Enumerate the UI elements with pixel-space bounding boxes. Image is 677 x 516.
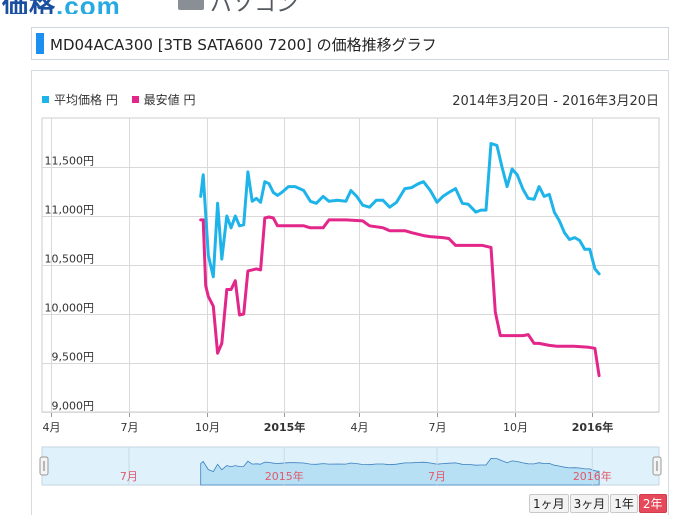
y-tick-label: 10,000円 [45, 302, 95, 315]
y-tick-label: 9,000円 [52, 400, 95, 413]
date-range-label: 2014年3月20日 - 2016年3月20日 [452, 94, 659, 109]
period-button-2[interactable]: 1年 [610, 494, 638, 513]
navigator-label: 7月 [428, 470, 446, 483]
page-title: MD04ACA300 [3TB SATA600 7200] の価格推移グラフ [50, 36, 437, 54]
x-tick-label: 10月 [503, 421, 528, 434]
period-button-1[interactable]: 3ヶ月 [569, 494, 610, 513]
y-tick-label: 11,500円 [45, 155, 95, 168]
price-chart-panel: 4月 7月 10月 2015年 4月 7月 10月 2016年 9,000円 9,500円 10,0… [31, 70, 669, 515]
period-button-0[interactable]: 1ヶ月 [529, 494, 569, 513]
legend-item-avg[interactable]: 平均価格 円 [42, 91, 118, 108]
price-chart: 4月 7月 10月 2015年 4月 7月 10月 2016年 9,000円 9,500円 10,0… [39, 117, 662, 486]
y-tick-label: 9,500円 [52, 351, 95, 364]
x-tick-label: 2015年 [264, 420, 306, 434]
x-tick-label: 2016年 [572, 420, 614, 434]
period-button-3[interactable]: 2年 [638, 494, 667, 513]
period-selector: 1ヶ月 3ヶ月 1年 2年 [528, 494, 667, 514]
navigator-series [200, 457, 600, 486]
y-tick-label: 11,000円 [45, 204, 95, 217]
chart-legend: 平均価格 円 最安値 円 [42, 91, 205, 108]
x-tick-label: 7月 [429, 421, 447, 434]
avg-price-line [199, 142, 601, 279]
x-tick-label: 4月 [351, 421, 369, 434]
x-tick-label: 4月 [43, 421, 61, 434]
computer-icon [178, 0, 204, 10]
site-header: 価格.com パソコン [0, 0, 677, 14]
legend-label-avg: 平均価格 円 [54, 93, 118, 107]
navigator-label: 7月 [120, 470, 138, 483]
site-logo[interactable]: 価格.com [2, 0, 121, 14]
x-tick-label: 10月 [195, 421, 220, 434]
y-tick-label: 10,500円 [45, 253, 95, 266]
legend-swatch-avg [42, 96, 49, 103]
title-accent-bar [36, 33, 44, 54]
category-label[interactable]: パソコン [210, 0, 299, 14]
navigator-label: 2015年 [265, 469, 304, 483]
legend-label-min: 最安値 円 [143, 93, 196, 107]
navigator-label: 2016年 [573, 469, 612, 483]
legend-swatch-min [131, 96, 139, 103]
legend-item-min[interactable]: 最安値 円 [131, 91, 196, 108]
chart-title-bar: MD04ACA300 [3TB SATA600 7200] の価格推移グラフ [31, 27, 669, 60]
min-price-line [199, 215, 601, 378]
x-tick-label: 7月 [121, 421, 139, 434]
